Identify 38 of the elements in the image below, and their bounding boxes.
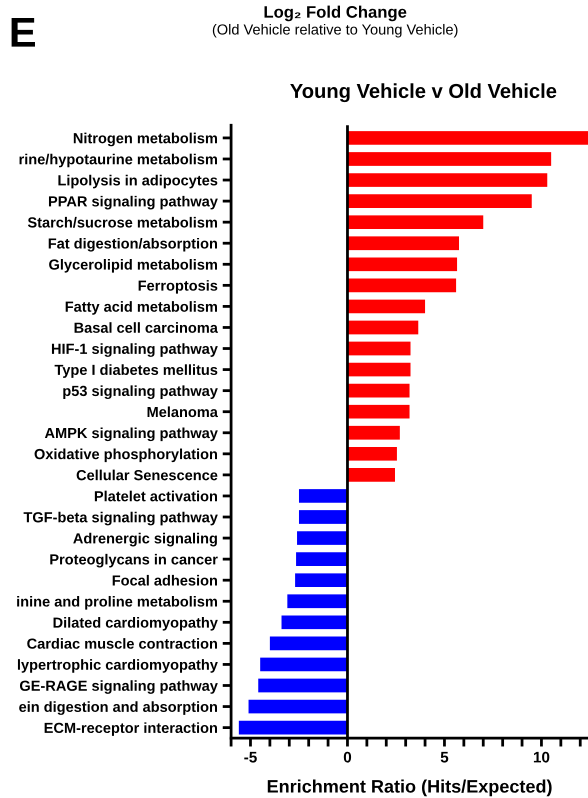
y-tick-label: Ferroptosis xyxy=(138,280,218,294)
y-tick-label: Melanoma xyxy=(148,406,218,418)
y-tick-label: Cardiac muscle contraction xyxy=(27,638,217,649)
y-tick-label: Platelet activation xyxy=(94,490,217,502)
y-tick-label: Adrenergic signaling xyxy=(73,532,217,546)
y-tick-label: ECM-receptor interaction xyxy=(44,722,217,736)
chart-title: Young Vehicle v Old Vehicle xyxy=(290,83,556,102)
text: E xyxy=(12,18,35,47)
x-tick-label: 5 xyxy=(440,752,448,763)
x-tick-label: -5 xyxy=(244,752,257,763)
y-tick-label: lypertrophic cardiomyopathy xyxy=(18,659,218,673)
y-tick-label: Fatty acid metabolism xyxy=(66,301,217,315)
y-tick-label: Cellular Senescence xyxy=(76,470,218,480)
x-tick-label: 0 xyxy=(344,752,352,763)
y-tick-label: Proteoglycans in cancer xyxy=(50,554,218,568)
y-tick-label: Glycerolipid metabolism xyxy=(49,259,217,273)
y-tick-label: Starch/sucrose metabolism xyxy=(28,216,217,228)
y-tick-label: Type I diabetes mellitus xyxy=(54,364,218,378)
y-tick-label: Fat digestion/absorption xyxy=(48,238,217,252)
y-tick-label: Nitrogen metabolism xyxy=(74,132,217,146)
y-tick-label: TGF-beta signaling pathway xyxy=(24,512,218,526)
y-tick-label: Basal cell carcinoma xyxy=(74,322,218,333)
y-tick-label: rine/hypotaurine metabolism xyxy=(20,154,217,168)
y-tick-label: inine and proline metabolism xyxy=(17,596,217,610)
x-tick-label: 10 xyxy=(534,752,550,763)
text: Log₂ Fold Change xyxy=(264,6,406,22)
y-tick-label: Lipolysis in adipocytes xyxy=(58,174,218,188)
y-tick-label: p53 signaling pathway xyxy=(63,385,218,400)
y-tick-label: Dilated cardiomyopathy xyxy=(54,617,218,631)
x-axis-title: Enrichment Ratio (Hits/Expected) xyxy=(268,779,552,796)
y-tick-label: ein digestion and absorption xyxy=(19,701,218,715)
y-tick-label: PPAR signaling pathway xyxy=(48,196,218,210)
y-tick-label: Focal adhesion xyxy=(112,574,217,586)
y-tick-label: GE-RAGE signaling pathway xyxy=(20,680,218,694)
y-tick-label: AMPK signaling pathway xyxy=(44,427,218,442)
y-tick-label: Oxidative phosphorylation xyxy=(34,448,217,462)
y-tick-label: HIF-1 signaling pathway xyxy=(52,343,218,357)
text: (Old Vehicle relative to Young Vehicle) xyxy=(212,24,458,38)
